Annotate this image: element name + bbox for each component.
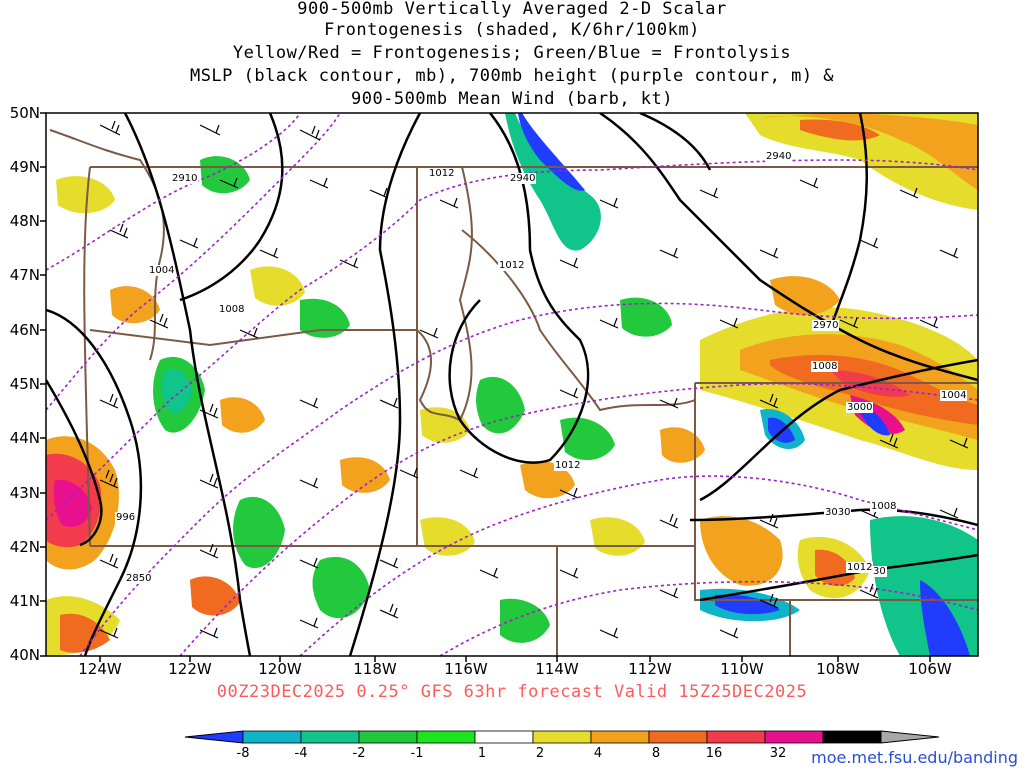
- colorbar-swatch: [590, 730, 650, 744]
- lat-label: 50N: [9, 104, 40, 122]
- colorbar-label: -4: [294, 746, 308, 761]
- mslp-label: 996: [115, 512, 137, 523]
- colorbar-swatch: [532, 730, 592, 744]
- title-line-1: 900-500mb Vertically Averaged 2-D Scalar: [297, 0, 727, 19]
- height-label: 30: [872, 566, 887, 577]
- lon-label: 108W: [816, 660, 860, 678]
- colorbar-swatch: [648, 730, 708, 744]
- colorbar-swatch: [706, 730, 766, 744]
- colorbar-swatch: [474, 730, 534, 744]
- colorbar-label: 32: [769, 746, 787, 761]
- colorbar: [184, 730, 940, 744]
- colorbar-label: 4: [593, 746, 603, 761]
- lon-label: 114W: [535, 660, 579, 678]
- valid-time: 00Z23DEC2025 0.25° GFS 63hr forecast Val…: [216, 682, 808, 702]
- lat-label: 44N: [9, 429, 40, 447]
- lon-label: 110W: [720, 660, 764, 678]
- title-line-4: MSLP (black contour, mb), 700mb height (…: [189, 66, 835, 86]
- lat-label: 48N: [9, 212, 40, 230]
- mslp-label: 1012: [428, 168, 456, 179]
- colorbar-label: -1: [410, 746, 424, 761]
- colorbar-swatch: [300, 730, 360, 744]
- height-label: 3000: [846, 402, 874, 413]
- height-label: 2940: [765, 151, 793, 162]
- mslp-label: 1008: [870, 501, 898, 512]
- height-label: 2970: [812, 320, 840, 331]
- colorbar-label: 1: [477, 746, 487, 761]
- axis-ticks: [40, 112, 931, 662]
- colorbar-label: -2: [352, 746, 366, 761]
- height-label: 2850: [125, 573, 153, 584]
- height-label: 2910: [171, 173, 199, 184]
- mslp-label: 1004: [148, 265, 176, 276]
- lon-label: 122W: [168, 660, 212, 678]
- lon-label: 106W: [908, 660, 952, 678]
- wind-barbs: [99, 120, 969, 639]
- lat-label: 42N: [9, 538, 40, 556]
- site-link[interactable]: moe.met.fsu.edu/banding: [811, 748, 1018, 767]
- lat-label: 45N: [9, 375, 40, 393]
- colorbar-swatch: [358, 730, 418, 744]
- colorbar-swatch: [242, 730, 302, 744]
- mslp-label: 1008: [218, 304, 246, 315]
- mslp-label: 1012: [498, 260, 526, 271]
- colorbar-label: -8: [236, 746, 250, 761]
- title-line-3: Yellow/Red = Frontogenesis; Green/Blue =…: [232, 43, 792, 63]
- lon-label: 116W: [444, 660, 488, 678]
- height-label: 2940: [509, 173, 537, 184]
- mslp-label: 1004: [940, 390, 968, 401]
- lat-label: 47N: [9, 266, 40, 284]
- lon-label: 112W: [628, 660, 672, 678]
- colorbar-swatch: [822, 730, 882, 744]
- lon-label: 118W: [353, 660, 397, 678]
- colorbar-swatch: [764, 730, 824, 744]
- colorbar-swatch: [416, 730, 476, 744]
- mslp-label: 1008: [811, 361, 839, 372]
- lon-label: 120W: [258, 660, 302, 678]
- colorbar-label: 2: [535, 746, 545, 761]
- mslp-label: 1012: [846, 562, 874, 573]
- lat-label: 41N: [9, 592, 40, 610]
- title-line-5: 900-500mb Mean Wind (barb, kt): [350, 89, 674, 109]
- height-contours: [46, 113, 978, 656]
- lat-label: 49N: [9, 158, 40, 176]
- lat-label: 46N: [9, 321, 40, 339]
- colorbar-label: 8: [651, 746, 661, 761]
- mslp-contours: [46, 113, 978, 656]
- title-line-2: Frontogenesis (shaded, K/6hr/100km): [324, 20, 700, 40]
- lat-label: 43N: [9, 484, 40, 502]
- colorbar-arrow-left: [184, 730, 244, 744]
- height-label: 3030: [824, 507, 852, 518]
- colorbar-label: 16: [705, 746, 723, 761]
- mslp-label: 1012: [554, 460, 582, 471]
- colorbar-arrow-right: [880, 730, 940, 744]
- lat-label: 40N: [9, 646, 40, 664]
- lon-label: 124W: [78, 660, 122, 678]
